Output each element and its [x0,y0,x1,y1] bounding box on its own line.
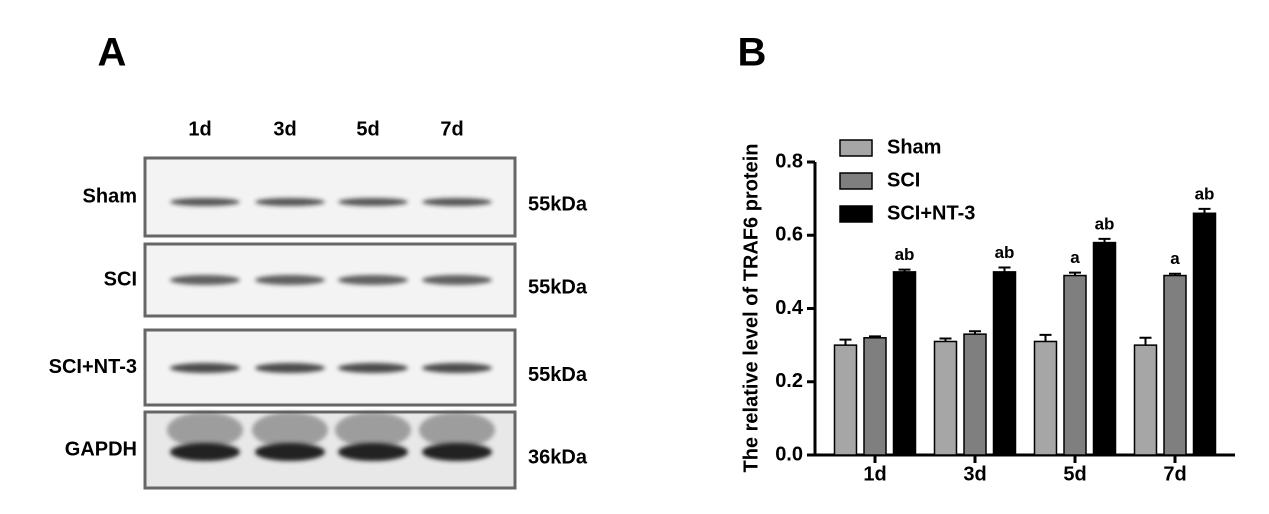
bar [933,340,958,456]
size-label: 55kDa [528,364,588,386]
error-bar [869,335,881,338]
blot-band [422,198,492,206]
legend-swatch [839,205,873,223]
error-bar [1139,336,1152,346]
legend-label: SCI+NT-3 [887,202,975,224]
legend-label: SCI [887,169,920,191]
blot-band [170,443,240,461]
legend-swatch [839,139,873,157]
bar [1163,274,1187,456]
blot-band [255,363,325,373]
lane-label: 3d [273,118,296,140]
error-bar [969,330,981,335]
legend-swatch [839,172,873,190]
lane-label: 1d [188,118,211,140]
significance-label: ab [895,245,915,264]
panel-label: B [738,31,767,75]
row-label: SCI+NT-3 [49,356,137,378]
bar [1092,241,1117,456]
blot-band [422,443,492,461]
error-bar [1198,207,1211,214]
significance-label: a [1170,249,1180,268]
y-tick-label: 0.2 [775,370,803,392]
bar [892,271,917,456]
bar [863,337,887,456]
bar [1192,212,1217,456]
significance-label: ab [1095,214,1115,233]
blot-band [338,443,408,461]
error-bar [998,266,1011,272]
blot-box [143,156,517,238]
blot-band [170,363,240,373]
row-label: SCI [104,268,137,290]
error-bar [1169,272,1181,276]
bar [992,271,1017,456]
x-tick-label: 5d [1063,463,1086,485]
significance-label: a [1070,248,1080,267]
y-tick-label: 0.0 [775,443,803,465]
blot-band [255,198,325,206]
panel-label: A [98,31,127,75]
row-label: GAPDH [65,438,137,460]
y-tick-label: 0.4 [775,297,804,319]
significance-label: ab [995,243,1015,262]
blot-band [338,363,408,373]
blot-smear [167,412,243,448]
size-label: 55kDa [528,193,588,215]
significance-label: ab [1195,184,1215,203]
blot-band [170,275,240,285]
blot-smear [419,412,495,448]
x-tick-label: 1d [863,463,886,485]
legend-label: Sham [887,136,941,158]
bar [1033,340,1058,456]
blot-band [170,198,240,206]
error-bar [939,337,952,342]
blot-band [255,443,325,461]
blot-band [422,363,492,373]
bar [963,333,987,456]
y-tick-label: 0.8 [775,150,803,172]
y-axis-label: The relative level of TRAF6 protein [740,144,762,473]
y-tick-label: 0.6 [775,224,803,246]
size-label: 36kDa [528,446,588,468]
error-bar [1039,333,1052,342]
blot-band [255,275,325,285]
blot-smear [335,412,411,448]
blot-band [338,275,408,285]
bar [1063,274,1087,456]
size-label: 55kDa [528,276,588,298]
bar [1133,344,1158,456]
x-tick-label: 7d [1163,463,1186,485]
error-bar [839,338,852,346]
lane-label: 7d [440,118,463,140]
blot-band [338,198,408,206]
blot-band [422,275,492,285]
error-bar [1069,271,1081,276]
bar [833,344,858,456]
error-bar [898,268,911,272]
blot-smear [252,412,328,448]
x-tick-label: 3d [963,463,986,485]
lane-label: 5d [356,118,379,140]
error-bar [1098,237,1111,243]
row-label: Sham [83,185,137,207]
